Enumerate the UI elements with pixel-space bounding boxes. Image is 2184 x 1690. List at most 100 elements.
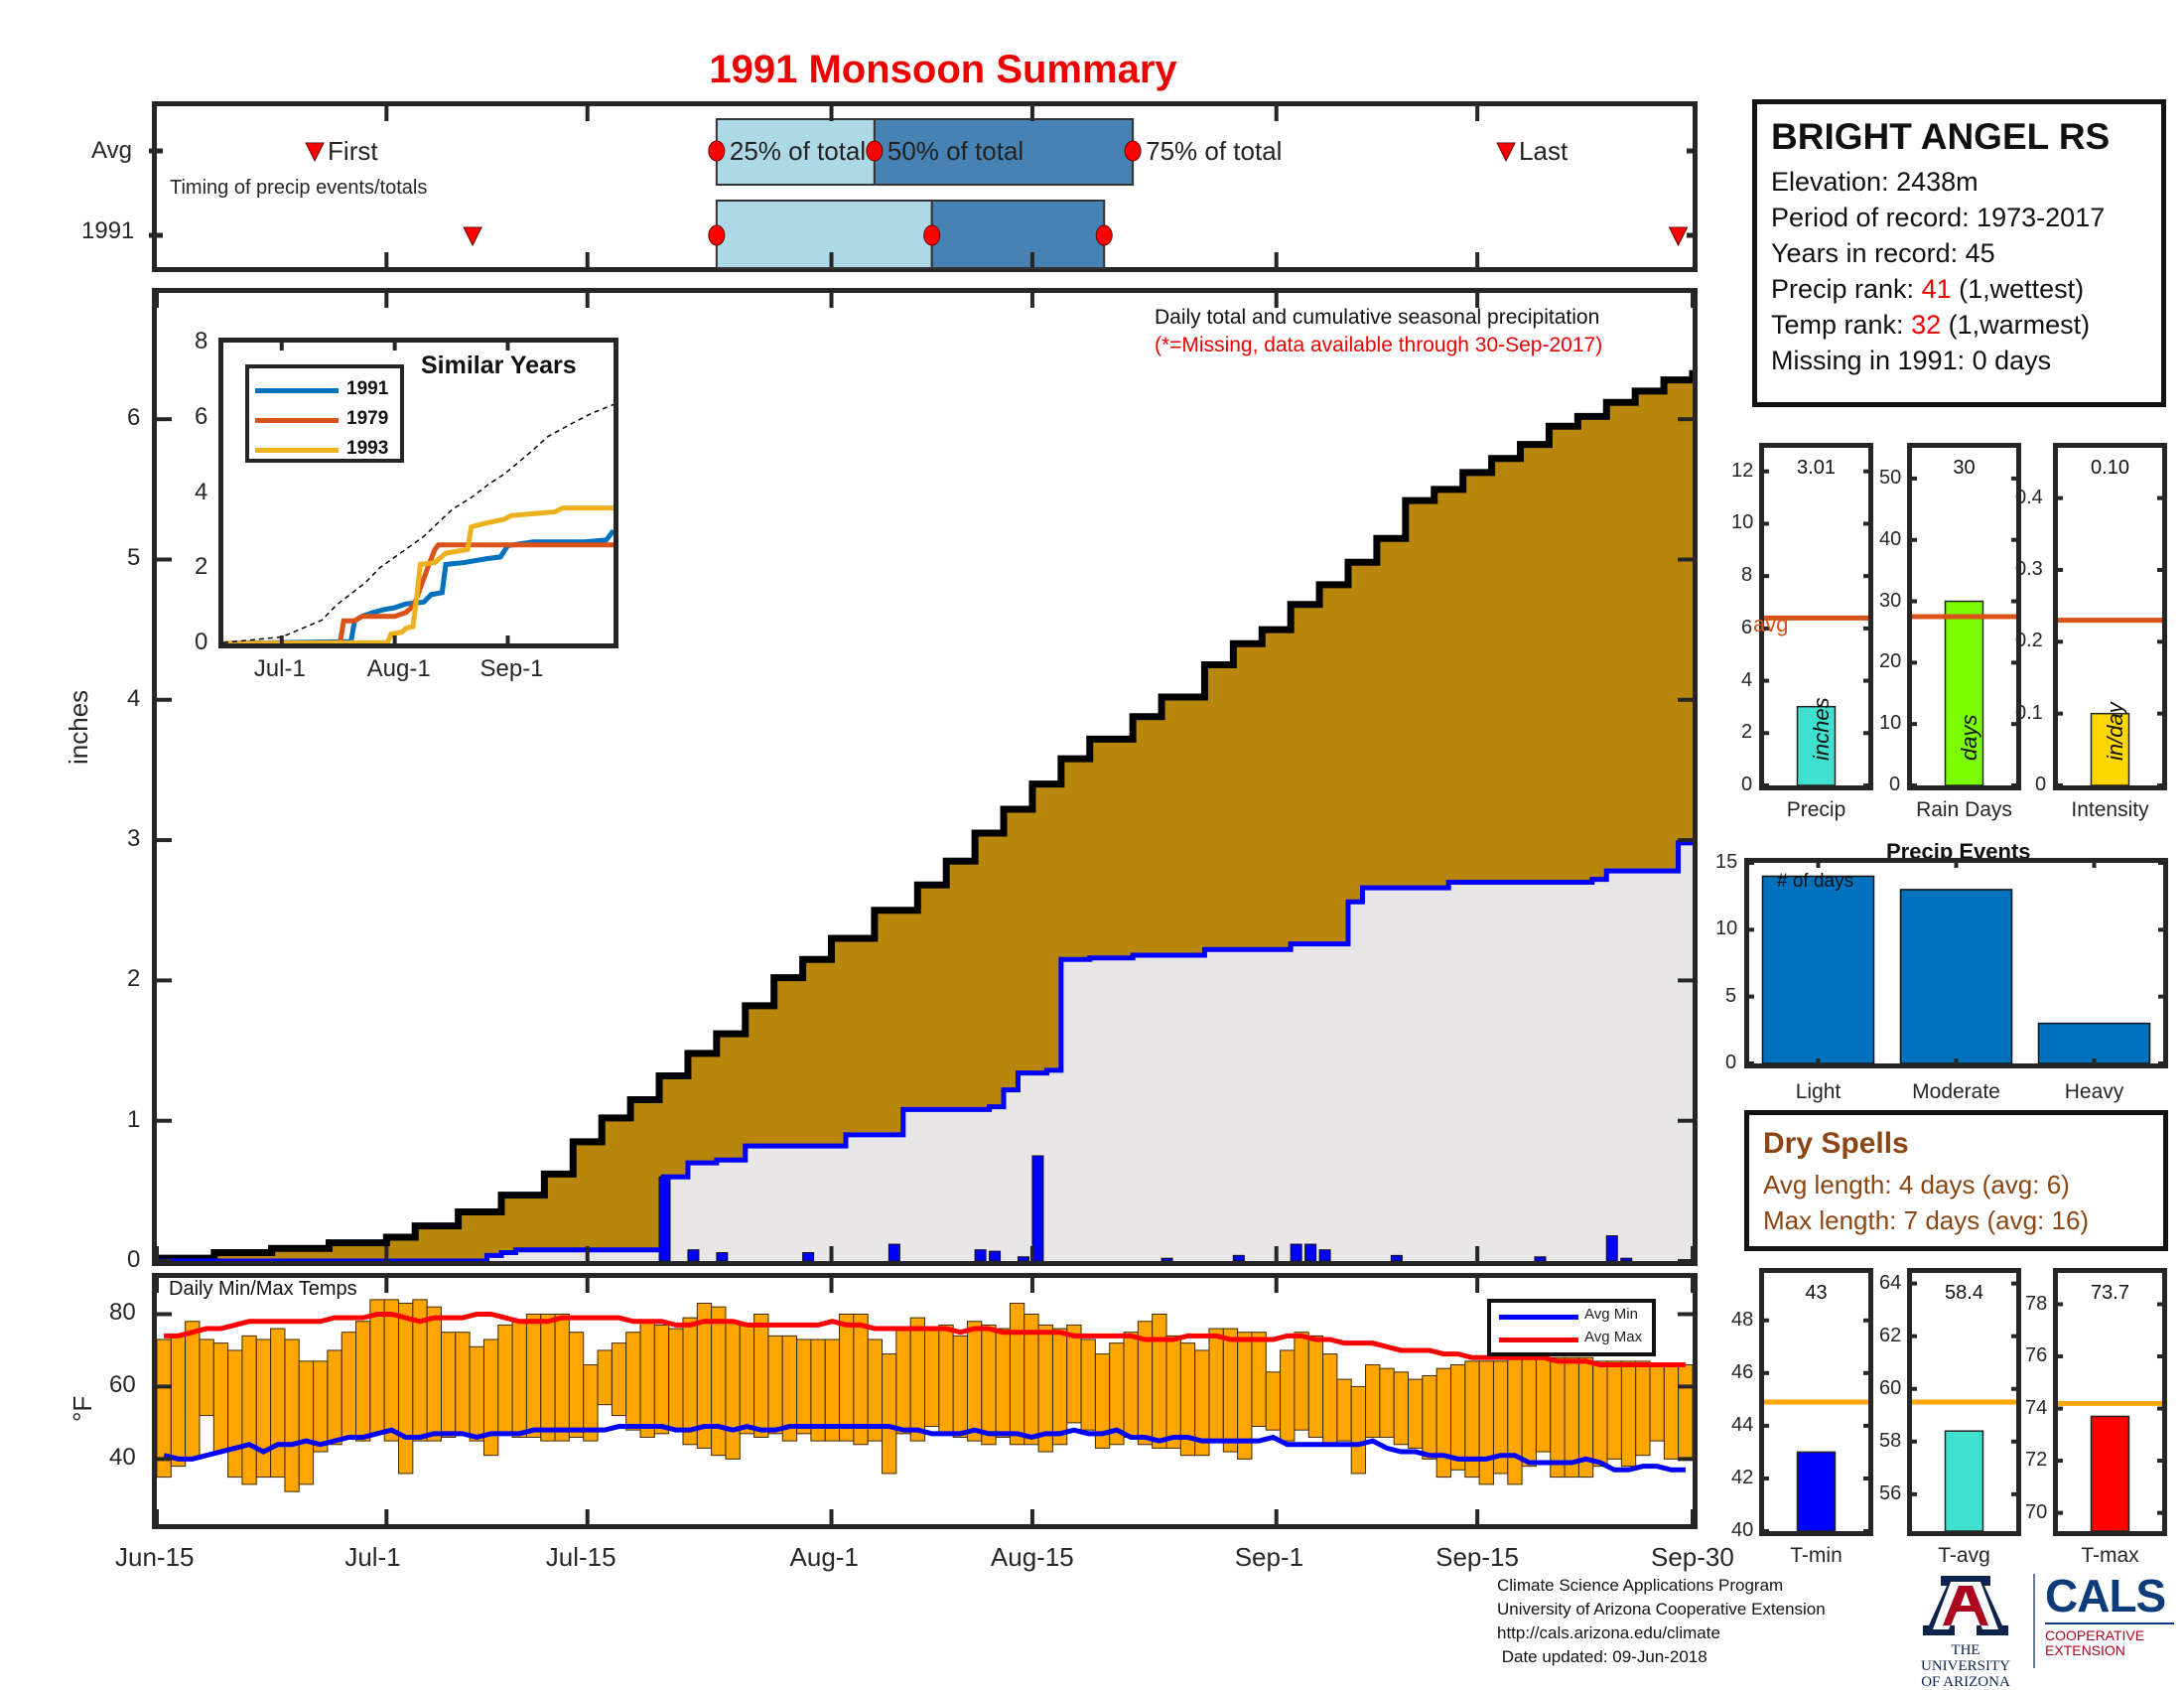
x-tick-label: Jul-1 xyxy=(344,1542,401,1572)
daily-temp-bar xyxy=(185,1321,201,1460)
station-temp-rank: Temp rank: 32 (1,warmest) xyxy=(1771,307,2161,343)
summary-y-tick-label: 72 xyxy=(2025,1449,2048,1472)
ua-logo-line2: OF ARIZONA xyxy=(1921,1674,2010,1690)
daily-temp-bar xyxy=(909,1317,925,1442)
daily-precip-bar xyxy=(1031,1155,1044,1261)
dry-spells-box: Dry Spells Avg length: 4 days (avg: 6) M… xyxy=(1744,1110,2168,1251)
daily-temp-bar xyxy=(682,1317,698,1446)
daily-temp-bar xyxy=(341,1332,357,1438)
daily-temp-bar xyxy=(511,1321,527,1438)
timing-row-label-year: 1991 xyxy=(81,217,135,244)
daily-temp-bar xyxy=(227,1349,243,1479)
similar-years-line-1993 xyxy=(223,505,614,643)
main-chart-subtitle: (*=Missing, data available through 30-Se… xyxy=(1155,334,1603,356)
daily-temp-bar xyxy=(1123,1332,1139,1438)
inset-y-tick-label: 8 xyxy=(195,328,208,354)
summary-panel-chart xyxy=(1764,1318,1868,1533)
daily-temp-bar xyxy=(1009,1303,1025,1446)
daily-temp-bar xyxy=(1294,1332,1309,1431)
temps-legend: Avg Min Avg Max xyxy=(1487,1299,1656,1356)
summary-y-tick-label: 6 xyxy=(1741,616,1753,638)
summary-bar xyxy=(2090,712,2130,786)
summary-y-tick-label: 0 xyxy=(1889,774,1901,795)
precip-events-axes xyxy=(1744,858,2168,1068)
summary-y-tick-label: 42 xyxy=(1731,1466,1754,1488)
daily-precip-bar xyxy=(974,1249,987,1261)
summary-bar xyxy=(1796,705,1837,786)
summary-panel-intensity xyxy=(2053,443,2167,790)
precip-rank-value: 41 xyxy=(1921,274,1952,304)
daily-temp-bar xyxy=(540,1313,556,1442)
summary-y-tick-label: 62 xyxy=(1879,1324,1902,1346)
daily-temp-bar xyxy=(625,1332,641,1431)
x-tick-label: Jun-15 xyxy=(115,1542,195,1572)
events-x-tick-label: Moderate xyxy=(1912,1080,2000,1103)
daily-temp-bar xyxy=(739,1324,755,1435)
daily-temp-bar xyxy=(938,1324,954,1435)
daily-temp-bar xyxy=(482,1338,499,1457)
main-precip-axes xyxy=(152,288,1698,1266)
temp-y-tick-label: 40 xyxy=(109,1444,136,1472)
x-tick-label: Jul-15 xyxy=(545,1542,616,1572)
daily-temp-bar xyxy=(298,1360,315,1485)
summary-category-label: Precip xyxy=(1786,798,1846,821)
footer-url[interactable]: http://cals.arizona.edu/climate xyxy=(1497,1623,1720,1642)
footer-university: University of Arizona Cooperative Extens… xyxy=(1497,1600,1826,1619)
events-y-tick-label: 5 xyxy=(1725,984,1737,1007)
main-y-tick-label: 2 xyxy=(127,965,141,993)
daily-temp-bar xyxy=(1152,1313,1167,1449)
temp-rank-note: (1,warmest) xyxy=(1941,310,2091,340)
dry-spells-title: Dry Spells xyxy=(1763,1127,1909,1160)
timing-subtitle: Timing of precip events/totals xyxy=(170,177,428,199)
daily-temp-bar xyxy=(995,1328,1011,1438)
daily-temp-bar xyxy=(1449,1364,1466,1471)
daily-temp-bar xyxy=(1649,1364,1665,1442)
events-x-tick-label: Heavy xyxy=(2064,1080,2124,1103)
summary-y-tick-label: 30 xyxy=(1879,589,1902,612)
last-label: Last xyxy=(1519,136,1569,166)
summary-y-tick-label: 4 xyxy=(1741,668,1753,691)
daily-temp-bar xyxy=(497,1324,513,1435)
daily-temp-bar xyxy=(469,1345,484,1442)
daily-temp-bar xyxy=(711,1306,727,1457)
daily-temp-bar xyxy=(398,1303,414,1475)
daily-precip-bar xyxy=(1290,1243,1302,1261)
main-precip-chart xyxy=(157,293,1693,1261)
daily-temp-bar xyxy=(383,1299,400,1442)
avg-q2-box xyxy=(873,118,1135,186)
summary-panel-chart xyxy=(1912,1281,2016,1532)
daily-temp-bar xyxy=(924,1328,940,1428)
daily-precip-bar xyxy=(1232,1254,1245,1261)
inset-x-tick-label: Jul-1 xyxy=(253,655,306,682)
daily-precip-bar xyxy=(1017,1256,1029,1261)
avg-max-legend-swatch xyxy=(1499,1338,1578,1342)
daily-temp-bar xyxy=(966,1321,983,1442)
daily-temp-bar xyxy=(369,1299,385,1435)
summary-category-label: Rain Days xyxy=(1916,798,2012,821)
main-y-tick-label: 5 xyxy=(127,544,141,572)
station-years: Years in record: 45 xyxy=(1771,238,1995,268)
daily-temp-bar xyxy=(796,1338,812,1435)
summary-value-label: 58.4 xyxy=(1945,1282,1983,1304)
daily-temp-bar xyxy=(1265,1371,1282,1431)
daily-temps-axes xyxy=(152,1273,1698,1529)
station-name: BRIGHT ANGEL RS xyxy=(1771,116,2111,157)
avg-first-last-marker xyxy=(305,142,325,163)
similar-years-line-average xyxy=(223,403,614,643)
station-missing: Missing in 1991: 0 days xyxy=(1771,346,2052,375)
daily-temp-bar xyxy=(1435,1367,1451,1479)
main-chart-title: Daily total and cumulative seasonal prec… xyxy=(1155,306,1600,329)
precip-rank-label: Precip rank: xyxy=(1771,274,1922,304)
daily-temp-bar xyxy=(639,1321,655,1438)
daily-temp-bar xyxy=(1521,1356,1537,1468)
x-tick-label: Sep-1 xyxy=(1234,1542,1304,1572)
inset-y-tick-label: 2 xyxy=(195,553,208,581)
daily-temp-bar xyxy=(1408,1378,1424,1449)
summary-unit-label: in/day xyxy=(2102,702,2127,761)
year-q2-box xyxy=(930,200,1106,269)
similar-years-line-1979 xyxy=(223,542,614,643)
precip-events-ylabel: # of days xyxy=(1777,871,1854,892)
summary-unit-label: inches xyxy=(1808,697,1834,761)
dry-spells-max: Max length: 7 days (avg: 16) xyxy=(1763,1205,2090,1235)
avg-percentile-marker xyxy=(866,140,884,162)
